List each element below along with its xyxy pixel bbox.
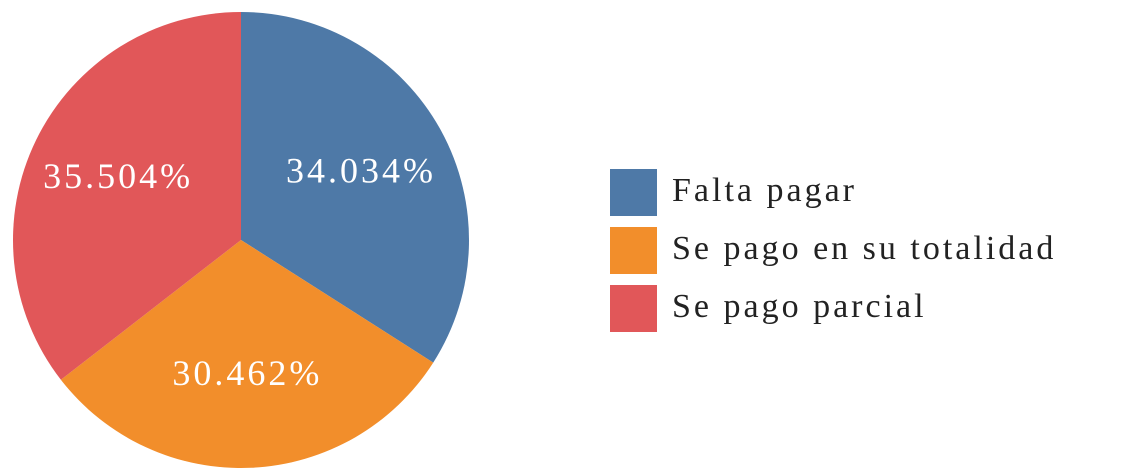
legend-label: Se pago parcial bbox=[672, 288, 927, 325]
legend-label: Se pago en su totalidad bbox=[672, 230, 1056, 267]
legend-swatch bbox=[610, 169, 657, 216]
slice-label: 35.504% bbox=[43, 156, 193, 196]
legend-swatch bbox=[610, 285, 657, 332]
pie-slice bbox=[60, 240, 434, 469]
legend-label: Falta pagar bbox=[672, 172, 857, 209]
pie-slice bbox=[13, 12, 241, 380]
pie-slice bbox=[241, 12, 469, 363]
slice-label: 34.034% bbox=[286, 150, 436, 190]
legend-swatch bbox=[610, 227, 657, 274]
slice-label: 30.462% bbox=[172, 353, 322, 393]
